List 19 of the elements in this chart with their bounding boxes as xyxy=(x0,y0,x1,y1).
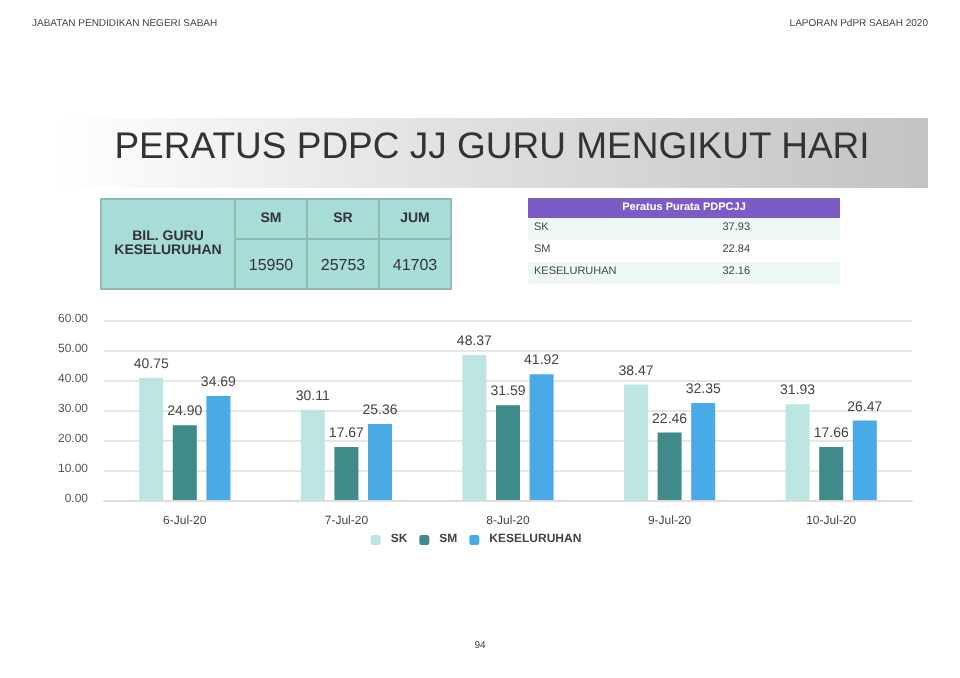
bar xyxy=(496,405,520,500)
bar xyxy=(529,374,554,500)
bar xyxy=(334,446,359,500)
bar xyxy=(206,395,231,500)
data-label: 41703 xyxy=(379,239,451,289)
bar xyxy=(785,404,810,500)
bar xyxy=(172,425,197,500)
data-label: 15950 xyxy=(235,239,307,289)
bar xyxy=(300,409,325,500)
bar xyxy=(852,420,877,500)
bar xyxy=(691,402,716,500)
bar xyxy=(139,377,164,500)
bar xyxy=(624,384,648,500)
bar xyxy=(368,423,392,500)
bar xyxy=(657,432,682,500)
bar xyxy=(462,354,487,500)
bar xyxy=(819,447,844,500)
text: PERATUS PDPC JJ GURU MENGIKUT HARI xyxy=(112,124,872,168)
data-label: 25753 xyxy=(307,239,379,289)
